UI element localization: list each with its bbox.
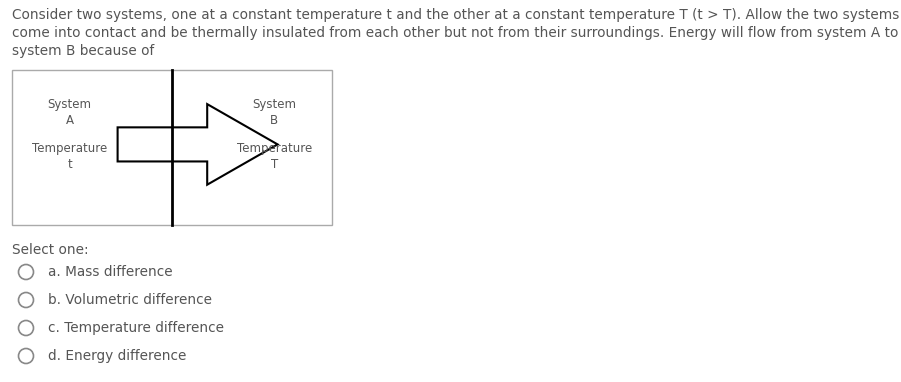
Text: d. Energy difference: d. Energy difference [48, 349, 187, 363]
Text: System
A: System A [48, 98, 92, 127]
Text: Consider two systems, one at a constant temperature t and the other at a constan: Consider two systems, one at a constant … [12, 8, 901, 22]
Text: Temperature
t: Temperature t [32, 142, 107, 171]
Text: a. Mass difference: a. Mass difference [48, 265, 173, 279]
Text: Temperature
T: Temperature T [237, 142, 312, 171]
Bar [12, 70, 332, 225]
Text: c. Temperature difference: c. Temperature difference [48, 321, 224, 335]
Text: System
B: System B [252, 98, 296, 127]
Text: b. Volumetric difference: b. Volumetric difference [48, 293, 212, 307]
FancyArrow shape [118, 104, 278, 185]
Text: Select one:: Select one: [12, 243, 88, 257]
Text: system B because of: system B because of [12, 44, 154, 58]
Text: come into contact and be thermally insulated from each other but not from their : come into contact and be thermally insul… [12, 26, 898, 40]
